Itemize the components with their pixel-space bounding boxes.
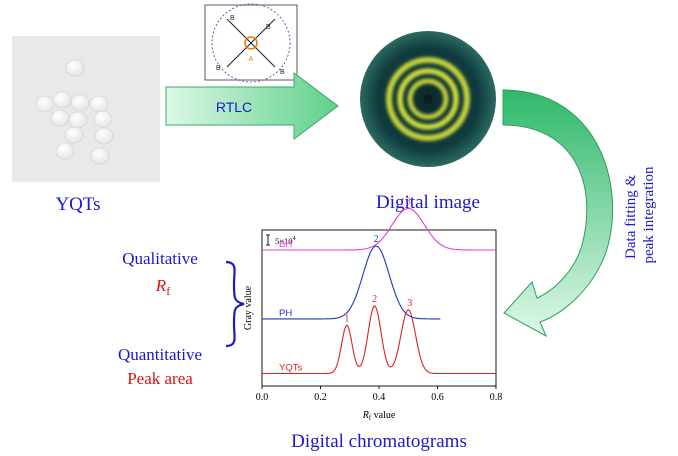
series-line-bh xyxy=(262,207,496,251)
rtlc-arrow xyxy=(165,72,339,140)
process-arrow-label-line2: peak integration xyxy=(641,166,657,264)
process-arrow-label-line1: Data fitting & xyxy=(623,174,639,258)
sample-label: YQTs xyxy=(55,194,100,215)
scale-bar-label: 5×104 xyxy=(275,236,296,246)
peak-label: 3 xyxy=(407,298,412,309)
inset-plate-circle xyxy=(211,3,291,83)
series-name-bh: BH xyxy=(279,239,292,250)
curved-process-arrow xyxy=(502,89,614,338)
quantitative-label: Quantitative xyxy=(118,345,202,364)
x-tick-label: 0.8 xyxy=(490,392,503,403)
series-line-ph xyxy=(262,245,441,320)
tablets-photo xyxy=(12,36,160,182)
y-axis-label: Gray value xyxy=(243,285,254,330)
rf-symbol: R xyxy=(155,276,167,295)
inset-corner-labels: B B B B xyxy=(216,15,285,76)
qualitative-label: Qualitative xyxy=(122,249,198,268)
x-axis-label: Rf value xyxy=(362,410,396,422)
inset-diagonals xyxy=(226,18,276,68)
x-tick-label: 0.6 xyxy=(431,392,444,403)
peak-label: 2 xyxy=(372,294,377,305)
plot-frame xyxy=(261,229,497,387)
curly-brace xyxy=(225,260,245,348)
tablets xyxy=(35,59,114,165)
peak-label: 3 xyxy=(406,196,411,207)
rf-subscript: f xyxy=(166,284,170,298)
digital-image-disc xyxy=(360,31,496,167)
process-arrow-label: Data fitting & peak integration xyxy=(623,166,657,264)
peak-label: 2 xyxy=(374,234,379,245)
rf-label: Rf xyxy=(155,276,170,298)
series-line-yqts xyxy=(262,305,496,375)
chromatogram-caption: Digital chromatograms xyxy=(291,431,467,452)
x-axis-ticks: 0.0 0.2 0.4 0.6 0.8 xyxy=(256,386,503,403)
chromatogram-chart: Gray value 5×104 0.0 0.2 0.4 0.6 0.8 BH 3 PH 2 Y… xyxy=(243,196,502,422)
svg-text:B: B xyxy=(230,15,235,22)
digital-image-label: Digital image xyxy=(376,192,480,213)
svg-text:B: B xyxy=(280,69,285,76)
rtlc-arrow-label: RTLC xyxy=(216,99,252,115)
series-name-ph: PH xyxy=(279,308,292,319)
svg-text:B: B xyxy=(266,24,271,31)
application-point-ring xyxy=(244,36,258,50)
peak-area-label: Peak area xyxy=(127,369,193,388)
x-tick-label: 0.2 xyxy=(314,392,327,403)
svg-text:B: B xyxy=(216,65,221,72)
x-tick-label: 0.0 xyxy=(256,392,269,403)
inset-center-label: A xyxy=(249,56,254,63)
series-layer: BH 3 PH 2 YQTs 1 2 3 xyxy=(262,196,496,375)
x-tick-label: 0.4 xyxy=(373,392,386,403)
series-name-yqts: YQTs xyxy=(279,363,302,374)
rtlc-inset: A B B B B xyxy=(204,3,298,83)
scale-bar xyxy=(266,234,270,246)
peak-label: 1 xyxy=(344,313,349,324)
